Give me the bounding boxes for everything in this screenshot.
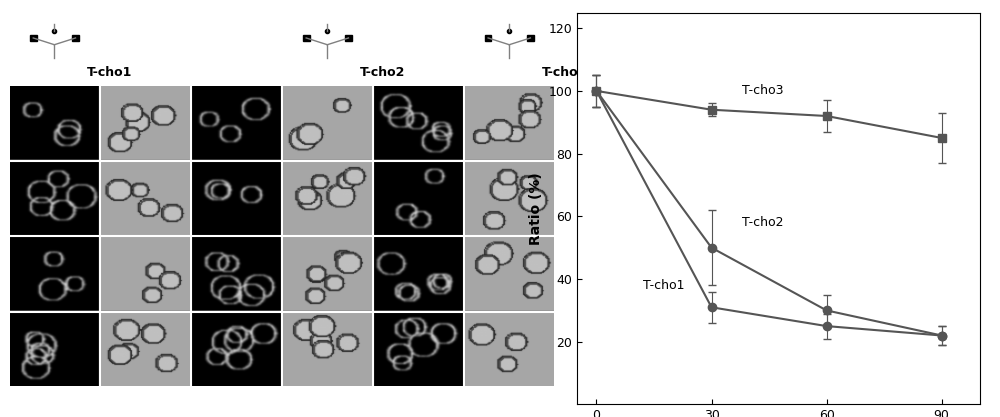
FancyBboxPatch shape [303, 35, 310, 41]
Text: T-cho3: T-cho3 [542, 66, 587, 79]
FancyBboxPatch shape [527, 35, 534, 41]
Text: T-cho2: T-cho2 [742, 216, 784, 229]
Text: T-cho3: T-cho3 [742, 84, 784, 98]
Y-axis label: Ratio (%): Ratio (%) [529, 172, 543, 245]
Text: T-cho2: T-cho2 [360, 66, 405, 79]
FancyBboxPatch shape [72, 35, 79, 41]
Text: T-cho1: T-cho1 [87, 66, 133, 79]
FancyBboxPatch shape [30, 35, 37, 41]
FancyBboxPatch shape [345, 35, 352, 41]
FancyBboxPatch shape [485, 35, 491, 41]
Text: T-cho1: T-cho1 [643, 279, 684, 292]
